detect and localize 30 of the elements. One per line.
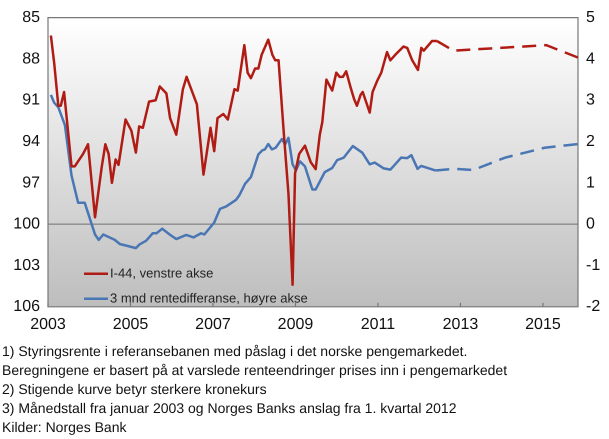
text: Beregningene er basert på at varslede renteendringer prises inn i pengemarkedet (2, 361, 508, 380)
y2-tick-label: -1 (586, 256, 600, 274)
y-tick-label: 88 (22, 50, 40, 68)
y-tick-label: 100 (13, 216, 40, 233)
x-tick-label: 2003 (30, 316, 66, 333)
y2-tick-label: 4 (586, 50, 595, 68)
legend-label: I-44, venstre akse (110, 265, 214, 280)
y-tick-label: 97 (22, 174, 40, 192)
legend-label: 3 mnd rentedifferanse, høyre akse (110, 290, 308, 306)
y2-tick-label: 0 (586, 216, 595, 233)
text: 3) Månedstall fra januar 2003 og Norges Banks anslag fra 1. kvartal 2012 (2, 399, 458, 418)
y-tick-label: 85 (22, 9, 40, 26)
y2-tick-label: 2 (586, 132, 595, 150)
text: 1) Styringsrente i referansebanen med påslag i det norske pengemarkedet. (2, 342, 468, 361)
y-tick-label: 103 (13, 256, 40, 274)
y2-tick-label: 5 (586, 9, 595, 26)
y-tick-label: 91 (22, 92, 40, 109)
x-tick-label: 2013 (442, 316, 478, 333)
x-tick-label: 2009 (278, 316, 314, 333)
y-tick-label: 106 (13, 298, 40, 316)
y-tick-label: 94 (22, 132, 40, 150)
x-tick-label: 2007 (195, 316, 231, 333)
x-tick-label: 2015 (525, 316, 561, 333)
x-tick-label: 2005 (112, 316, 148, 333)
y2-tick-label: 1 (586, 174, 595, 192)
text: 2) Stigende kurve betyr sterkere kronekurs (2, 380, 268, 399)
y2-tick-label: 3 (586, 92, 595, 109)
x-tick-label: 2011 (360, 316, 396, 333)
text: Kilder: Norges Bank (2, 418, 128, 437)
y2-tick-label: -2 (586, 298, 600, 316)
